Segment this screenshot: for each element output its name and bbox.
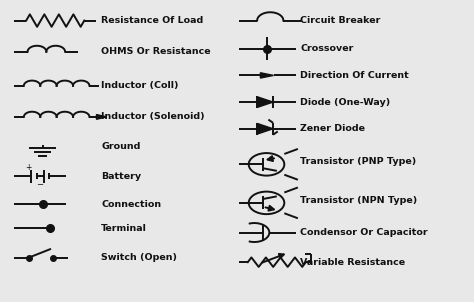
Text: Diode (One-Way): Diode (One-Way): [300, 98, 391, 107]
Text: Connection: Connection: [101, 200, 161, 209]
Text: Battery: Battery: [101, 172, 141, 181]
Text: Crossover: Crossover: [300, 44, 354, 53]
Text: Resistance Of Load: Resistance Of Load: [101, 16, 203, 25]
Text: −: −: [36, 180, 43, 189]
Text: Zener Diode: Zener Diode: [300, 124, 365, 133]
Text: Inductor (Coll): Inductor (Coll): [101, 81, 179, 90]
Text: Transistor (PNP Type): Transistor (PNP Type): [300, 157, 417, 166]
Text: Switch (Open): Switch (Open): [101, 253, 177, 262]
Text: Variable Resistance: Variable Resistance: [300, 258, 405, 267]
Text: Direction Of Current: Direction Of Current: [300, 71, 409, 80]
Text: +: +: [25, 163, 31, 172]
Polygon shape: [257, 97, 273, 108]
Polygon shape: [97, 114, 107, 119]
Polygon shape: [257, 124, 273, 134]
Text: Transistor (NPN Type): Transistor (NPN Type): [300, 196, 418, 205]
Text: Inductor (Solenoid): Inductor (Solenoid): [101, 112, 205, 121]
Text: Condensor Or Capacitor: Condensor Or Capacitor: [300, 228, 428, 237]
Text: Ground: Ground: [101, 142, 140, 151]
Text: Circuit Breaker: Circuit Breaker: [300, 16, 381, 25]
Polygon shape: [260, 73, 273, 78]
Text: OHMS Or Resistance: OHMS Or Resistance: [101, 47, 211, 56]
Text: Terminal: Terminal: [101, 223, 147, 233]
